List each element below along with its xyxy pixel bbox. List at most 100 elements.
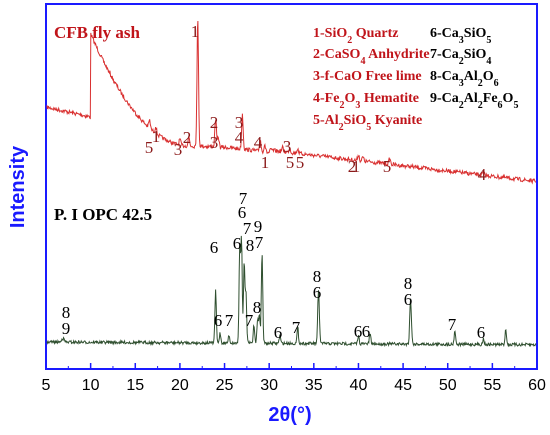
legend-text-part: 7-Ca <box>430 47 459 62</box>
legend-text-part: SiO <box>464 26 487 41</box>
legend-subscript: 5 <box>513 100 518 111</box>
series-title-cfb: CFB fly ash <box>54 23 141 42</box>
legend-subscript: 3 <box>459 78 464 89</box>
peak-label-opc: 6 <box>362 322 371 341</box>
peak-label-opc: 6 <box>238 203 247 222</box>
peak-label-cfb: 2 <box>348 157 357 176</box>
peak-label-opc: 6 <box>477 323 486 342</box>
peak-label-opc: 7 <box>225 311 234 330</box>
legend-text-part: Fe <box>483 91 498 106</box>
legend-subscript: 6 <box>494 78 499 89</box>
series-line-opc <box>46 235 537 348</box>
peak-label-cfb: 3 <box>235 113 244 132</box>
legend-text-part: 1-SiO <box>313 26 347 41</box>
legend-entry: 6-Ca3SiO5 <box>430 26 491 46</box>
legend-entry: 4-Fe2O3 Hematite <box>313 91 419 111</box>
peak-label-opc: 7 <box>292 318 301 337</box>
peak-label-opc: 9 <box>62 319 71 338</box>
x-tick-label: 45 <box>394 377 412 394</box>
peak-label-opc: 8 <box>253 298 262 317</box>
x-tick-label: 35 <box>305 377 323 394</box>
x-tick-label: 5 <box>42 377 51 394</box>
legend-subscript: 2 <box>339 100 344 111</box>
legend-entry: 2-CaSO4 Anhydrite <box>313 47 430 67</box>
peak-label-opc: 6 <box>214 311 223 330</box>
x-axis-title: 2θ(°) <box>268 404 311 426</box>
peak-label-cfb: 4 <box>254 133 263 152</box>
peak-label-cfb: 1 <box>152 127 161 146</box>
legend-text-part: O <box>483 69 494 84</box>
legend-subscript: 6 <box>498 100 503 111</box>
peak-label-opc: 7 <box>255 233 264 252</box>
legend-subscript: 3 <box>355 100 360 111</box>
legend-text-part: 6-Ca <box>430 26 459 41</box>
legend-subscript: 4 <box>486 56 491 67</box>
peak-label-opc: 8 <box>62 303 71 322</box>
peak-label-opc: 7 <box>245 311 254 330</box>
legend-subscript: 2 <box>459 100 464 111</box>
peak-label-opc: 6 <box>313 283 322 302</box>
legend-subscript: 2 <box>459 56 464 67</box>
legend-text-part: 8-Ca <box>430 69 459 84</box>
peak-label-cfb: 1 <box>191 22 200 41</box>
legend-subscript: 2 <box>347 35 352 46</box>
legend-text-part: Quartz <box>352 26 398 41</box>
series-line-cfb <box>46 20 537 185</box>
peak-label-cfb: 2 <box>183 128 192 147</box>
x-tick-label: 20 <box>171 377 189 394</box>
peak-label-cfb: 3 <box>174 140 183 159</box>
legend-entry: 5-Al2SiO5 Kyanite <box>313 113 422 133</box>
legend-subscript: 5 <box>366 122 371 133</box>
legend-text-part: O <box>344 91 355 106</box>
peak-label-opc: 8 <box>313 267 322 286</box>
y-axis-title: Intensity <box>7 145 29 228</box>
x-tick-label: 60 <box>528 377 546 394</box>
peak-label-cfb: 5 <box>296 153 305 172</box>
peak-label-cfb: 5 <box>145 138 154 157</box>
peak-label-cfb: 3 <box>283 137 292 156</box>
x-tick-label: 30 <box>260 377 278 394</box>
peak-label-opc: 6 <box>274 323 283 342</box>
peak-label-cfb: 2 <box>210 113 219 132</box>
legend-entry: 3-f-CaO Free lime <box>313 69 422 84</box>
peak-label-opc: 9 <box>254 217 263 236</box>
peak-label-cfb: 3 <box>210 133 219 152</box>
peak-label-cfb: 4 <box>235 128 244 147</box>
peak-label-cfb: 5 <box>286 153 295 172</box>
peak-label-opc: 7 <box>448 315 457 334</box>
legend-subscript: 2 <box>339 122 344 133</box>
peak-label-opc: 8 <box>404 274 413 293</box>
peak-label-opc: 6 <box>210 238 219 257</box>
x-tick-label: 10 <box>82 377 100 394</box>
x-tick-label: 55 <box>483 377 501 394</box>
legend-text-part: 2-CaSO <box>313 47 361 62</box>
legend-text-part: 4-Fe <box>313 91 339 106</box>
legend-subscript: 4 <box>360 56 365 67</box>
peak-label-opc: 7 <box>239 189 248 208</box>
legend-subscript: 2 <box>478 100 483 111</box>
peak-label-cfb: 5 <box>383 157 392 176</box>
legend-text-part: Anhydrite <box>365 47 429 62</box>
legend-subscript: 3 <box>459 35 464 46</box>
peak-label-cfb: 1 <box>261 153 270 172</box>
legend-text-part: 5-Al <box>313 113 339 128</box>
legend-text-part: Al <box>464 69 478 84</box>
legend-subscript: 2 <box>478 78 483 89</box>
peak-label-opc: 6 <box>233 234 242 253</box>
legend-entry: 8-Ca3Al2O6 <box>430 69 499 89</box>
peak-label-cfb: 4 <box>478 165 487 184</box>
legend-text-part: SiO <box>464 47 487 62</box>
peak-label-opc: 6 <box>404 290 413 309</box>
legend-text-part: 9-Ca <box>430 91 459 106</box>
legend-entry: 9-Ca2Al2Fe6O5 <box>430 91 518 111</box>
x-tick-label: 50 <box>439 377 457 394</box>
x-axis: 5 10 15 20 25 30 35 40 45 50 55 60 <box>42 363 546 394</box>
legend-text-part: Kyanite <box>371 113 422 128</box>
legend-text-part: SiO <box>344 113 367 128</box>
series-lines <box>46 20 537 348</box>
legend-text-part: 3-f-CaO Free lime <box>313 69 422 84</box>
legend-entry: 7-Ca2SiO4 <box>430 47 491 67</box>
